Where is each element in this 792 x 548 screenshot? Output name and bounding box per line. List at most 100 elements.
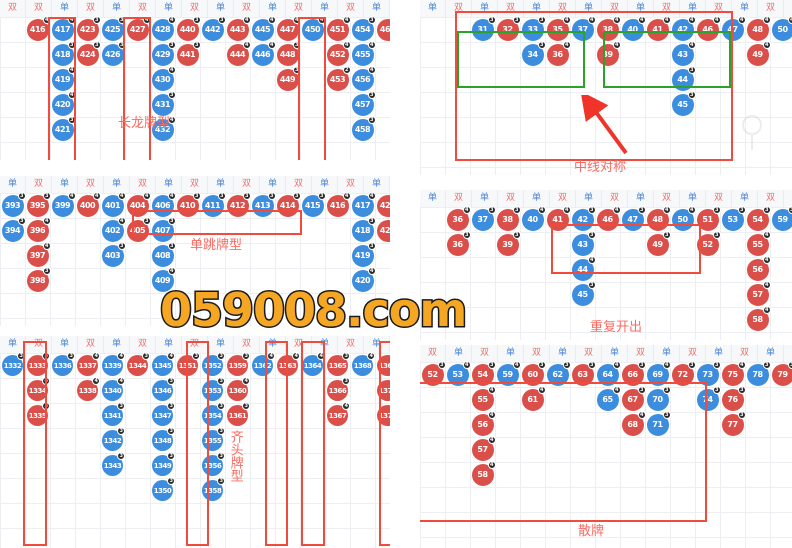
draw-ball[interactable]: 77 3 — [721, 410, 746, 436]
draw-ball[interactable]: 417 4 — [351, 191, 376, 217]
draw-ball[interactable]: 421 3 — [51, 115, 76, 141]
draw-ball[interactable]: 42 3 — [571, 205, 596, 231]
draw-ball[interactable]: 1339 4 — [102, 352, 125, 376]
draw-ball[interactable]: 427 4 — [126, 15, 151, 41]
draw-ball[interactable]: 37 3 — [471, 205, 496, 231]
draw-ball[interactable]: 1345 4 — [152, 352, 175, 376]
draw-ball[interactable]: 63 3 — [571, 360, 596, 386]
draw-ball[interactable]: 428 4 — [151, 15, 176, 41]
draw-ball[interactable]: 394 3 — [1, 216, 26, 242]
draw-ball[interactable]: 48 4 — [746, 15, 771, 41]
draw-ball[interactable]: 419 3 — [351, 241, 376, 267]
draw-ball[interactable]: 416 4 — [326, 191, 351, 217]
draw-ball[interactable]: 418 3 — [351, 216, 376, 242]
draw-ball[interactable]: 456 4 — [351, 65, 376, 91]
draw-ball[interactable]: 1350 3 — [152, 477, 175, 501]
draw-ball[interactable]: 54 3 — [471, 360, 496, 386]
draw-ball[interactable]: 455 4 — [351, 40, 376, 66]
draw-ball[interactable]: 1355 3 — [202, 427, 225, 451]
draw-ball[interactable]: 32 3 — [496, 15, 521, 41]
draw-ball[interactable]: 46 4 — [596, 205, 621, 231]
draw-ball[interactable]: 1362 4 — [252, 352, 275, 376]
draw-ball[interactable]: 74 3 — [696, 385, 721, 411]
draw-ball[interactable]: 50 4 — [671, 205, 696, 231]
draw-ball[interactable]: 410 3 — [176, 191, 201, 217]
draw-ball[interactable]: 44 4 — [571, 255, 596, 281]
draw-ball[interactable]: 416 4 — [26, 15, 51, 41]
draw-ball[interactable]: 55 4 — [746, 230, 771, 256]
draw-ball[interactable]: 76 3 — [721, 385, 746, 411]
panel-loose-cards[interactable]: 双单双单双单双单双单双单双单双单双单双523534543554564574584… — [420, 345, 792, 548]
draw-ball[interactable]: 41 4 — [646, 15, 671, 41]
draw-ball[interactable]: 1358 3 — [202, 477, 225, 501]
draw-ball[interactable]: 60 3 — [521, 360, 546, 386]
draw-ball[interactable]: 53 3 — [721, 205, 746, 231]
draw-ball[interactable]: 46 4 — [696, 15, 721, 41]
draw-ball[interactable]: 36 4 — [546, 40, 571, 66]
draw-ball[interactable]: 48 4 — [646, 205, 671, 231]
draw-ball[interactable]: 442 3 — [201, 15, 226, 41]
draw-ball[interactable]: 67 3 — [621, 385, 646, 411]
draw-ball[interactable]: 1365 3 — [327, 352, 350, 376]
draw-ball[interactable]: 454 3 — [351, 15, 376, 41]
draw-ball[interactable]: 54 3 — [746, 205, 771, 231]
draw-ball[interactable]: 458 3 — [351, 115, 376, 141]
draw-ball[interactable]: 1338 4 — [77, 377, 100, 401]
draw-ball[interactable]: 59 3 — [771, 205, 792, 231]
draw-ball[interactable]: 57 4 — [471, 435, 496, 461]
draw-ball[interactable]: 49 4 — [746, 40, 771, 66]
draw-ball[interactable]: 430 4 — [151, 65, 176, 91]
draw-ball[interactable]: 420 4 — [351, 266, 376, 292]
draw-ball[interactable]: 72 3 — [671, 360, 696, 386]
draw-ball[interactable]: 37 4 — [571, 15, 596, 41]
draw-ball[interactable]: 45 3 — [671, 90, 696, 116]
draw-ball[interactable]: 69 4 — [646, 360, 671, 386]
draw-ball[interactable]: 66 3 — [621, 360, 646, 386]
draw-ball[interactable]: 38 4 — [596, 15, 621, 41]
draw-ball[interactable]: 418 3 — [51, 40, 76, 66]
draw-ball[interactable]: 40 4 — [521, 205, 546, 231]
draw-ball[interactable]: 413 3 — [251, 191, 276, 217]
draw-ball[interactable]: 404 4 — [126, 191, 151, 217]
draw-ball[interactable]: 393 3 — [1, 191, 26, 217]
draw-ball[interactable]: 1367 4 — [327, 402, 350, 426]
draw-ball[interactable]: 1336 3 — [52, 352, 75, 376]
draw-ball[interactable]: 52 3 — [421, 360, 446, 386]
draw-ball[interactable]: 417 4 — [51, 15, 76, 41]
draw-ball[interactable]: 1364 4 — [302, 352, 325, 376]
draw-ball[interactable]: 73 3 — [696, 360, 721, 386]
draw-ball[interactable]: 429 3 — [151, 40, 176, 66]
draw-ball[interactable]: 451 4 — [326, 15, 351, 41]
draw-ball[interactable]: 450 4 — [301, 15, 326, 41]
draw-ball[interactable]: 36 4 — [446, 205, 471, 231]
draw-ball[interactable]: 409 4 — [151, 266, 176, 292]
draw-ball[interactable]: 431 3 — [151, 90, 176, 116]
draw-ball[interactable]: 58 4 — [471, 460, 496, 486]
draw-ball[interactable]: 400 4 — [76, 191, 101, 217]
draw-ball[interactable]: 1361 3 — [227, 402, 250, 426]
draw-ball[interactable]: 397 4 — [26, 241, 51, 267]
draw-ball[interactable]: 444 4 — [226, 40, 251, 66]
draw-ball[interactable]: 402 4 — [101, 216, 126, 242]
draw-ball[interactable]: 1353 3 — [202, 377, 225, 401]
draw-ball[interactable]: 405 3 — [126, 216, 151, 242]
draw-ball[interactable]: 33 3 — [521, 15, 546, 41]
draw-ball[interactable]: 55 4 — [471, 385, 496, 411]
draw-ball[interactable]: 1337 4 — [77, 352, 100, 376]
draw-ball[interactable]: 65 4 — [596, 385, 621, 411]
draw-ball[interactable]: 56 4 — [471, 410, 496, 436]
draw-ball[interactable]: 412 3 — [226, 191, 251, 217]
draw-ball[interactable]: 70 3 — [646, 385, 671, 411]
draw-ball[interactable]: 1334 4 — [27, 377, 50, 401]
draw-ball[interactable]: 448 3 — [276, 40, 301, 66]
draw-ball[interactable]: 36 3 — [446, 230, 471, 256]
draw-ball[interactable]: 59 4 — [496, 360, 521, 386]
draw-ball[interactable]: 13704 — [377, 380, 390, 401]
draw-ball[interactable]: 406 4 — [151, 191, 176, 217]
draw-ball[interactable]: 1343 3 — [102, 452, 125, 476]
draw-ball[interactable]: 47 3 — [621, 205, 646, 231]
draw-ball[interactable]: 452 4 — [326, 40, 351, 66]
draw-ball[interactable]: 1346 3 — [152, 377, 175, 401]
